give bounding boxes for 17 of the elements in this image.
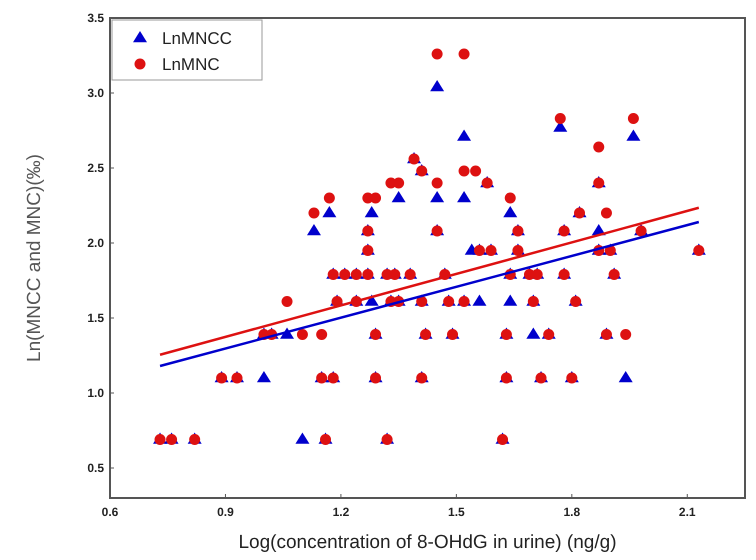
y-tick-label: 1.5 [87,311,104,325]
y-tick-label: 3.5 [87,11,104,25]
x-tick-label: 1.8 [563,505,580,519]
x-tick-label: 0.9 [217,505,234,519]
legend-label: LnMNCC [162,29,232,48]
y-tick-label: 2.0 [87,236,104,250]
x-tick-label: 1.2 [332,505,350,519]
x-tick-label: 0.6 [102,505,119,519]
y-tick-label: 2.5 [87,161,104,175]
y-axis-title: Ln(MNCC and MNC)(‰) [24,154,45,362]
x-axis-title: Log(concentration of 8-OHdG in urine) (ng/g) [238,532,617,553]
x-tick-label: 1.5 [448,505,466,519]
x-tick-label: 2.1 [678,505,696,519]
y-tick-label: 1.0 [87,386,104,400]
y-tick-label: 3.0 [87,86,104,100]
y-tick-label: 0.5 [87,461,104,475]
legend-label: LnMNC [162,55,220,74]
